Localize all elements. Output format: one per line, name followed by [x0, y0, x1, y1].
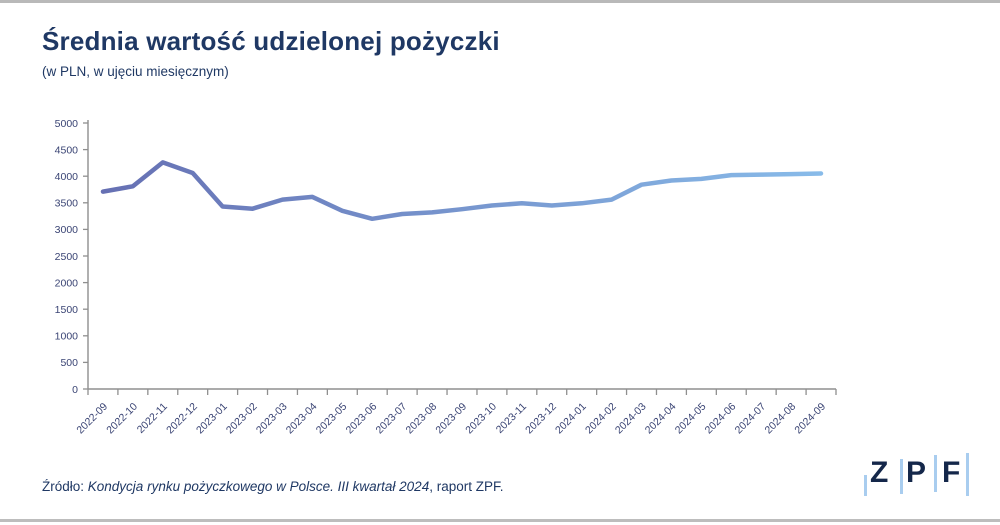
x-tick-label: 2024-03: [613, 401, 649, 437]
y-tick-label: 4000: [55, 171, 79, 183]
x-tick-label: 2023-06: [344, 401, 380, 437]
chart-header: Średnia wartość udzielonej pożyczki (w P…: [42, 26, 500, 79]
x-tick-label: 2024-09: [792, 401, 828, 437]
x-tick-label: 2024-02: [583, 401, 619, 437]
page-subtitle: (w PLN, w ujęciu miesięcznym): [42, 64, 229, 79]
x-tick-label: 2023-01: [194, 401, 230, 437]
x-tick-label: 2022-12: [164, 401, 200, 437]
x-tick-label: 2024-05: [673, 401, 709, 437]
logo-letter-z: Z: [870, 456, 889, 489]
y-tick-label: 3000: [55, 224, 79, 236]
y-tick-label: 0: [72, 384, 78, 396]
y-tick-label: 500: [60, 357, 78, 369]
x-tick-label: 2024-01: [553, 401, 589, 437]
logo-bar-icon: [864, 475, 867, 496]
x-tick-label: 2023-03: [254, 401, 290, 437]
y-tick-label: 1500: [55, 304, 79, 316]
source-caption: Źródło: Kondycja rynku pożyczkowego w Po…: [42, 479, 503, 494]
y-tick-label: 2500: [55, 251, 79, 263]
source-prefix: Źródło:: [42, 479, 88, 494]
y-tick-label: 4500: [55, 144, 79, 156]
logo-bar-icon: [966, 453, 969, 496]
source-report-title: Kondycja rynku pożyczkowego w Polsce. II…: [87, 479, 430, 494]
bottom-border-line: [0, 519, 1000, 522]
y-tick-label: 1000: [55, 331, 79, 343]
y-tick-label: 2000: [55, 277, 79, 289]
x-tick-label: 2024-04: [643, 401, 679, 437]
x-tick-label: 2022-11: [135, 401, 170, 436]
zpf-logo: Z P F: [860, 448, 980, 500]
x-tick-label: 2023-07: [374, 401, 410, 437]
x-tick-label: 2023-12: [523, 401, 559, 437]
x-tick-label: 2024-08: [762, 401, 798, 437]
logo-letter-f: F: [942, 456, 961, 489]
x-tick-label: 2024-06: [703, 401, 739, 437]
x-tick-label: 2023-10: [463, 401, 499, 437]
x-tick-label: 2023-08: [403, 401, 439, 437]
page-title: Średnia wartość udzielonej pożyczki: [42, 26, 500, 56]
x-tick-label: 2023-02: [224, 401, 260, 437]
logo-bar-icon: [934, 455, 937, 492]
top-border-line: [0, 0, 1000, 3]
average-loan-value-series: [100, 160, 824, 222]
source-suffix: , raport ZPF.: [429, 479, 504, 494]
y-axis-ticks: 0 500 1000 1500 2000 2500 3000 3500 4000 4500 5000: [55, 118, 88, 396]
y-tick-label: 3500: [55, 198, 79, 210]
logo-bar-icon: [900, 459, 903, 494]
chart-axes: [87, 120, 836, 390]
x-tick-label: 2023-05: [314, 401, 350, 437]
x-tick-label: 2023-11: [494, 401, 529, 436]
x-axis-ticks: 2022-092022-102022-112022-122023-012023-…: [74, 389, 837, 437]
y-tick-label: 5000: [55, 118, 79, 130]
x-tick-label: 2022-10: [104, 401, 140, 437]
x-tick-label: 2023-04: [284, 401, 320, 437]
x-tick-label: 2022-09: [74, 401, 110, 437]
x-tick-label: 2023-09: [433, 401, 469, 437]
logo-letter-p: P: [906, 456, 927, 489]
x-tick-label: 2024-07: [733, 401, 769, 437]
